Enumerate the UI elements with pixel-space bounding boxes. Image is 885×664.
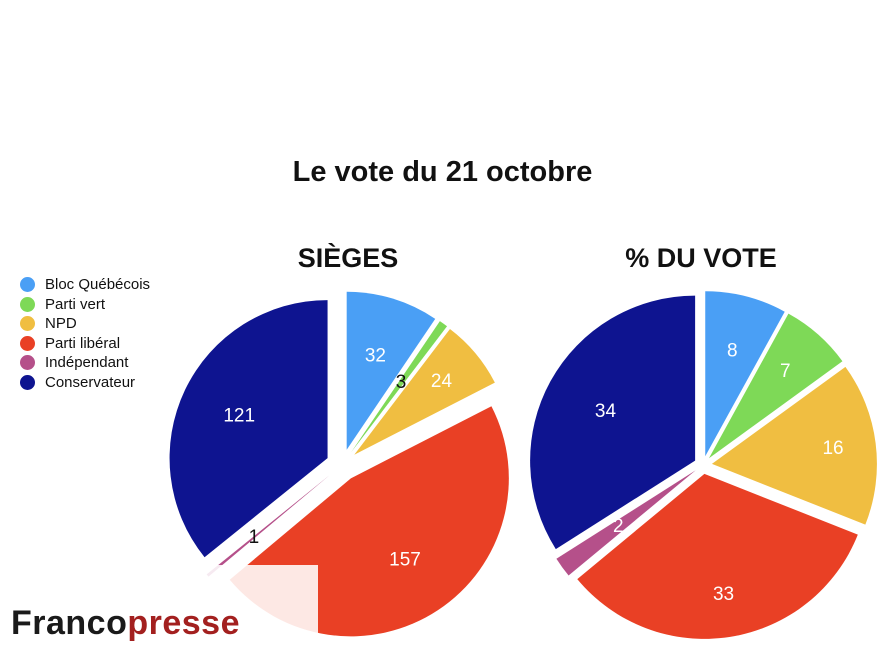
pie-label-parti-vert: 3 (396, 372, 407, 393)
francopresse-logo: Francopresse (11, 604, 240, 643)
logo-text-franco: Franco (11, 604, 128, 642)
pie-slice-parti-vert (351, 321, 448, 453)
legend-item-conservateur: Conservateur (20, 373, 150, 393)
legend-swatch (20, 335, 35, 351)
legend-swatch (20, 316, 35, 332)
vote-pie-chart: 8 7 16 33 2 34 (530, 291, 877, 639)
legend: Bloc Québécois Parti vert NPD Parti libé… (20, 275, 150, 392)
pie-slice-parti-liberal (577, 473, 858, 639)
pie-label-conservateur: 121 (223, 405, 255, 426)
pie-label-conservateur: 34 (595, 401, 617, 422)
legend-item-vert: Parti vert (20, 295, 150, 315)
legend-label: Parti libéral (45, 334, 121, 352)
legend-swatch (20, 374, 35, 390)
pie-label-npd: 16 (822, 438, 843, 459)
pie-slice-parti-vert (708, 313, 843, 459)
legend-swatch (20, 277, 35, 293)
pie-label-npd: 24 (431, 371, 453, 392)
vote-chart-title: % DU VOTE (625, 243, 777, 273)
brand-backdrop (0, 565, 318, 664)
pie-slice-independant (556, 470, 696, 576)
legend-item-npd: NPD (20, 314, 150, 334)
legend-swatch (20, 355, 35, 371)
pie-label-independant: 2 (613, 516, 624, 537)
pie-label-bloc-quebecois: 32 (365, 346, 386, 367)
legend-label: Conservateur (45, 373, 136, 391)
legend-label: Indépendant (45, 354, 129, 372)
pie-label-independant: 1 (249, 527, 260, 548)
pie-slice-npd (711, 366, 877, 525)
pie-label-parti-vert: 7 (780, 361, 791, 382)
pie-slice-bloc-quebecois (346, 291, 436, 450)
legend-item-liberal: Parti libéral (20, 334, 150, 354)
pie-label-parti-liberal: 157 (389, 549, 421, 570)
logo-text-presse: presse (127, 604, 240, 642)
legend-label: NPD (45, 315, 77, 333)
seats-chart-title: SIÈGES (297, 243, 399, 273)
legend-swatch (20, 296, 35, 312)
legend-item-bloc: Bloc Québécois (20, 275, 150, 295)
pie-slice-npd (354, 329, 495, 455)
pie-slice-bloc-quebecois (705, 291, 785, 457)
pie-slice-independant (206, 475, 330, 577)
pie-slice-conservateur (530, 295, 696, 550)
page-title: Le vote du 21 octobre (292, 156, 593, 188)
legend-item-independant: Indépendant (20, 353, 150, 373)
pie-label-bloc-quebecois: 8 (727, 340, 738, 361)
legend-label: Parti vert (45, 295, 106, 313)
pie-slice-conservateur (169, 300, 328, 558)
pie-label-parti-liberal: 33 (713, 584, 734, 605)
legend-label: Bloc Québécois (45, 276, 151, 294)
